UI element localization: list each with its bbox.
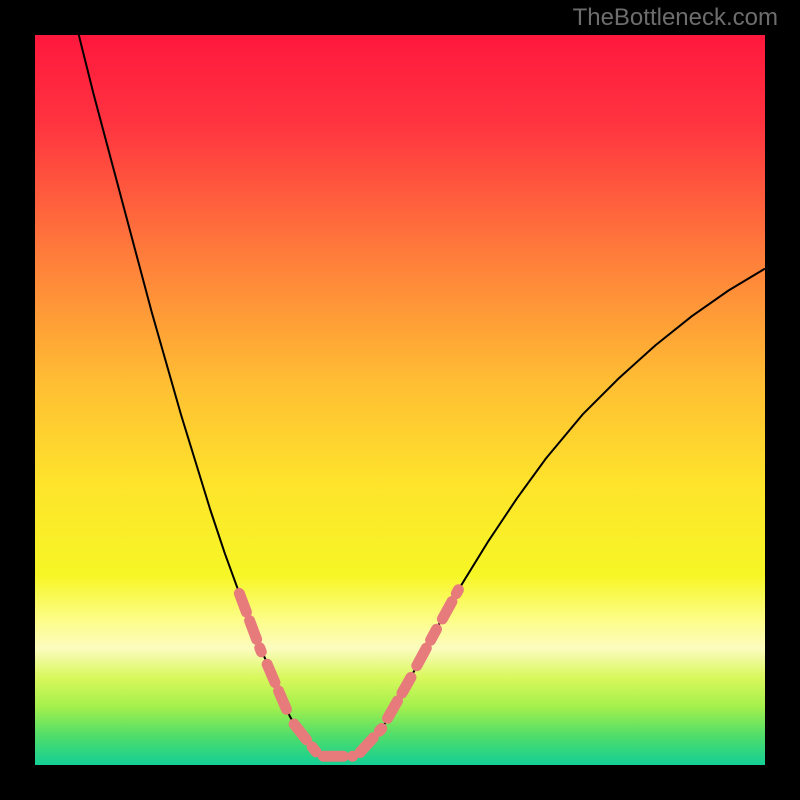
bottleneck-curve-chart <box>35 35 765 765</box>
plot-background <box>35 35 765 765</box>
chart-container: TheBottleneck.com <box>0 0 800 800</box>
watermark-text: TheBottleneck.com <box>573 4 778 32</box>
